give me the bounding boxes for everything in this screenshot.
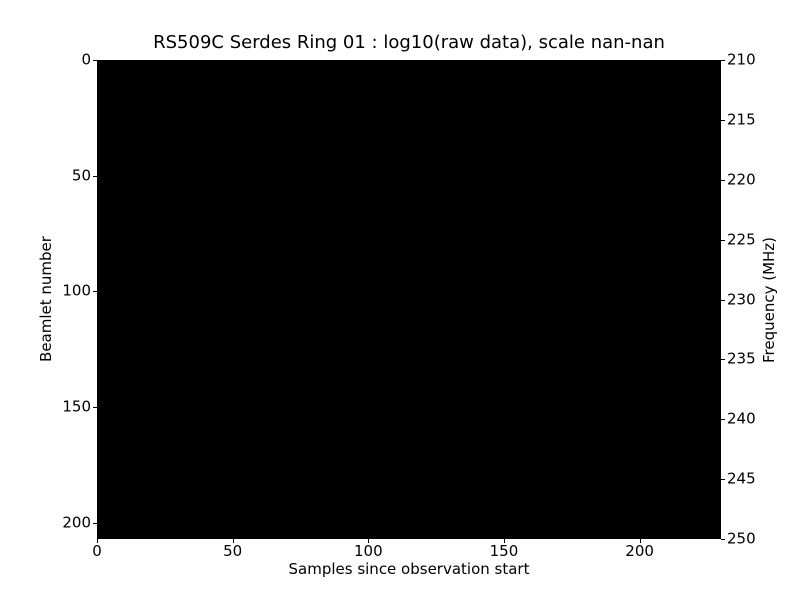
y-tick-mark-left: [93, 60, 97, 61]
chart-title: RS509C Serdes Ring 01 : log10(raw data),…: [153, 32, 665, 53]
y-axis-label-left: Beamlet number: [37, 236, 55, 362]
y-tick-label-right: 245: [727, 469, 756, 488]
x-tick-label: 200: [625, 542, 654, 560]
x-tick-mark: [97, 539, 98, 543]
x-tick-label: 100: [353, 542, 383, 560]
y-tick-label-right: 235: [727, 349, 756, 368]
x-tick-mark: [503, 539, 505, 543]
y-tick-label-right: 240: [727, 409, 756, 428]
y-tick-mark-left: [93, 175, 97, 177]
y-tick-mark-right: [721, 299, 725, 301]
y-tick-label-right: 215: [727, 110, 756, 129]
y-tick-label-right: 225: [727, 230, 756, 249]
y-tick-mark-right: [721, 419, 725, 421]
y-tick-mark-right: [721, 179, 725, 181]
x-tick-mark: [368, 539, 370, 543]
y-tick-mark-right: [721, 539, 725, 540]
y-tick-label-right: 210: [727, 50, 756, 69]
x-tick-label: 50: [223, 542, 243, 560]
y-tick-label-left: 200: [62, 513, 91, 532]
y-tick-mark-right: [721, 239, 725, 241]
y-tick-mark-left: [93, 522, 97, 524]
x-tick-mark: [232, 539, 234, 543]
y-tick-label-left: 0: [81, 50, 91, 69]
y-tick-mark-right: [721, 359, 725, 361]
y-axis-label-right: Frequency (MHz): [760, 236, 778, 364]
y-tick-label-right: 250: [727, 529, 756, 548]
x-tick-mark: [639, 539, 641, 543]
y-tick-mark-right: [721, 119, 725, 121]
y-tick-label-right: 220: [727, 170, 756, 189]
y-tick-mark-left: [93, 407, 97, 409]
x-axis-label: Samples since observation start: [288, 560, 530, 578]
heatmap-image: [97, 60, 721, 539]
y-tick-label-left: 50: [71, 166, 91, 185]
y-tick-label-left: 150: [62, 397, 91, 416]
x-tick-label: 150: [489, 542, 519, 560]
y-tick-label-right: 230: [727, 290, 756, 308]
y-tick-label-left: 100: [62, 281, 91, 300]
y-tick-mark-right: [721, 60, 725, 61]
x-tick-label: 0: [92, 542, 102, 560]
y-tick-mark-right: [721, 479, 725, 481]
y-tick-mark-left: [93, 291, 97, 293]
